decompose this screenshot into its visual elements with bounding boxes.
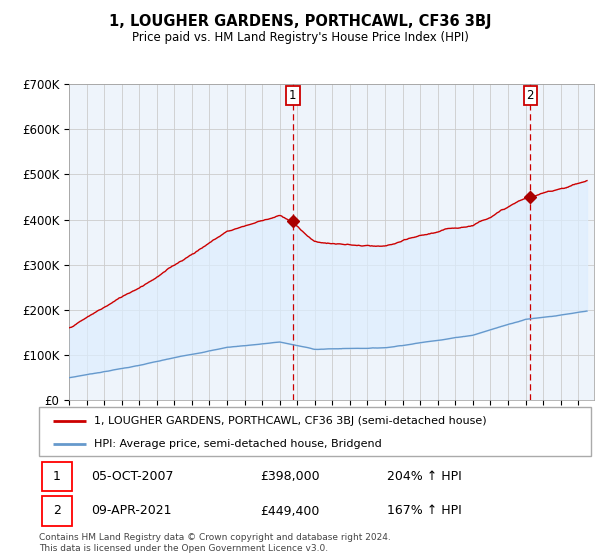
Text: 167% ↑ HPI: 167% ↑ HPI — [387, 505, 461, 517]
Text: 2: 2 — [53, 505, 61, 517]
Text: 1, LOUGHER GARDENS, PORTHCAWL, CF36 3BJ: 1, LOUGHER GARDENS, PORTHCAWL, CF36 3BJ — [109, 14, 491, 29]
Text: 05-OCT-2007: 05-OCT-2007 — [91, 470, 174, 483]
FancyBboxPatch shape — [42, 462, 72, 492]
Text: 1: 1 — [53, 470, 61, 483]
FancyBboxPatch shape — [39, 407, 591, 456]
Text: 204% ↑ HPI: 204% ↑ HPI — [387, 470, 461, 483]
Text: Contains HM Land Registry data © Crown copyright and database right 2024.
This d: Contains HM Land Registry data © Crown c… — [39, 533, 391, 553]
Text: HPI: Average price, semi-detached house, Bridgend: HPI: Average price, semi-detached house,… — [94, 439, 382, 449]
Text: £398,000: £398,000 — [260, 470, 319, 483]
Text: Price paid vs. HM Land Registry's House Price Index (HPI): Price paid vs. HM Land Registry's House … — [131, 31, 469, 44]
FancyBboxPatch shape — [42, 496, 72, 526]
Text: 1, LOUGHER GARDENS, PORTHCAWL, CF36 3BJ (semi-detached house): 1, LOUGHER GARDENS, PORTHCAWL, CF36 3BJ … — [94, 416, 487, 426]
Text: £449,400: £449,400 — [260, 505, 319, 517]
Text: 2: 2 — [527, 88, 534, 102]
Text: 09-APR-2021: 09-APR-2021 — [91, 505, 172, 517]
Text: 1: 1 — [289, 88, 296, 102]
